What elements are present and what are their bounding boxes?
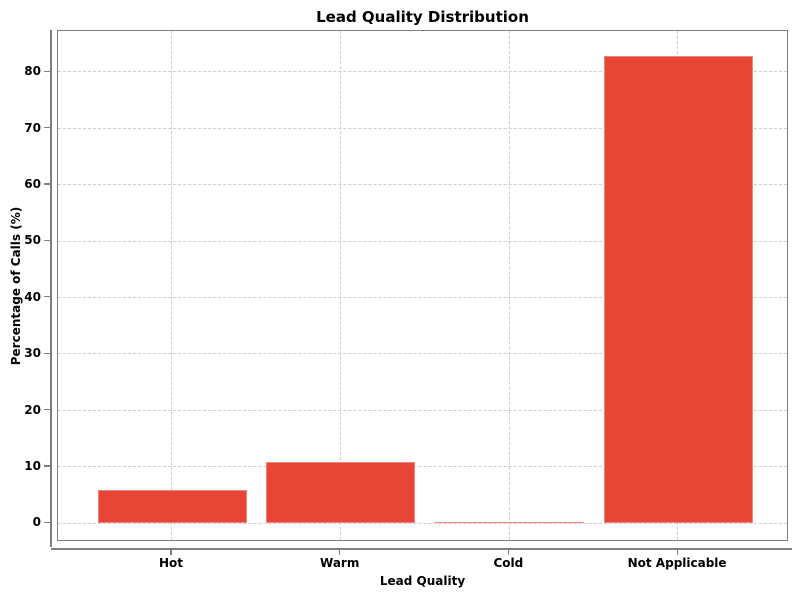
y-tick-label: 80 <box>24 64 41 79</box>
y-tick-mark <box>44 126 51 129</box>
x-tick-label: Not Applicable <box>627 556 727 570</box>
y-gridline <box>58 184 787 186</box>
bar-warm <box>266 461 416 524</box>
y-tick-label: 50 <box>24 233 41 248</box>
y-tick-label: 70 <box>24 120 41 135</box>
x-tick-mark <box>339 548 341 555</box>
y-gridline <box>58 353 787 355</box>
y-tick-mark <box>44 183 51 185</box>
y-gridline <box>58 71 787 73</box>
y-gridline <box>58 466 787 468</box>
y-tick-mark <box>44 70 51 72</box>
y-tick-mark <box>44 296 51 298</box>
x-axis-label: Lead Quality <box>379 574 466 588</box>
bar-cold <box>434 521 584 524</box>
y-tick-mark <box>44 521 51 523</box>
x-tick-mark <box>676 548 678 555</box>
y-gridline <box>58 409 787 411</box>
y-axis-spine <box>50 30 52 547</box>
x-gridline <box>340 31 341 540</box>
x-gridline <box>508 31 510 540</box>
y-gridline <box>58 127 787 129</box>
bar-hot <box>97 490 247 524</box>
y-tick-mark <box>44 239 51 241</box>
y-tick-label: 10 <box>24 458 41 473</box>
x-gridline <box>171 31 173 540</box>
y-tick-label: 60 <box>24 176 41 191</box>
chart-title: Lead Quality Distribution <box>316 8 529 26</box>
plot-area <box>57 30 788 541</box>
y-tick-label: 20 <box>24 402 41 417</box>
y-tick-label: 0 <box>32 515 41 530</box>
x-tick-mark <box>507 548 509 555</box>
y-tick-label: 30 <box>24 346 41 361</box>
x-tick-label: Hot <box>158 556 184 570</box>
y-gridline <box>58 522 787 524</box>
bar-not-applicable <box>603 55 753 524</box>
x-tick-label: Cold <box>493 556 524 570</box>
x-tick-label: Warm <box>320 556 360 570</box>
y-gridline <box>58 240 787 242</box>
y-gridline <box>58 297 787 299</box>
y-tick-mark <box>44 352 51 354</box>
x-tick-mark <box>170 548 172 555</box>
x-axis-spine <box>51 548 792 550</box>
y-tick-label: 40 <box>24 289 41 304</box>
y-tick-mark <box>44 465 51 467</box>
y-tick-mark <box>44 408 51 411</box>
